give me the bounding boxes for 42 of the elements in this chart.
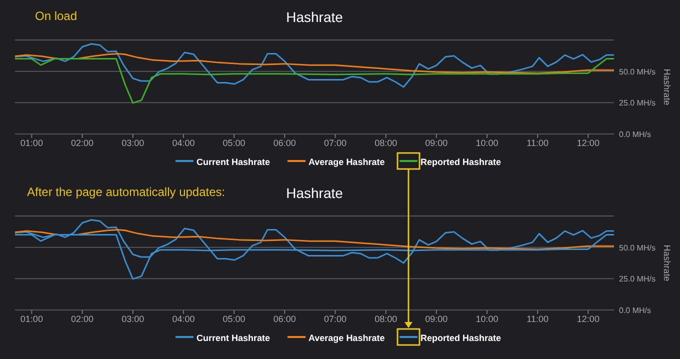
x-tick-label: 09:00	[425, 138, 448, 148]
chart-title: Hashrate	[286, 185, 344, 201]
x-tick-label: 01:00	[20, 138, 43, 148]
y-axis-title: Hashrate	[662, 68, 672, 106]
legend-label: Current Hashrate	[196, 333, 270, 343]
x-tick-label: 02:00	[71, 138, 94, 148]
x-tick-label: 07:00	[324, 138, 347, 148]
x-tick-label: 01:00	[20, 314, 43, 324]
y-tick-label: 0.0 MH/s	[619, 306, 652, 315]
x-tick-label: 09:00	[425, 314, 448, 324]
x-tick-label: 04:00	[172, 314, 195, 324]
y-tick-label: 0.0 MH/s	[619, 130, 652, 139]
x-tick-label: 10:00	[476, 314, 498, 324]
x-tick-label: 07:00	[324, 314, 347, 324]
text: After the page automatically updates:	[27, 185, 226, 199]
x-tick-label: 10:00	[476, 138, 498, 148]
y-tick-label: 25.0 MH/s	[619, 274, 656, 284]
x-tick-label: 05:00	[222, 138, 246, 148]
text: On load	[35, 9, 78, 23]
x-tick-label: 02:00	[71, 314, 94, 324]
x-tick-label: 12:00	[576, 138, 600, 148]
legend-label: Reported Hashrate	[420, 333, 502, 343]
x-tick-label: 08:00	[374, 314, 398, 324]
x-tick-label: 12:00	[576, 314, 600, 324]
legend-label: Average Hashrate	[308, 157, 385, 167]
legend-label: Current Hashrate	[196, 157, 270, 167]
y-tick-label: 50.0 MH/s	[619, 243, 656, 252]
x-tick-label: 11:00	[526, 138, 549, 148]
x-tick-label: 03:00	[122, 314, 144, 324]
x-tick-label: 08:00	[374, 138, 398, 148]
x-tick-label: 06:00	[273, 314, 296, 324]
chart-title: Hashrate	[286, 9, 344, 25]
x-tick-label: 06:00	[273, 138, 296, 148]
x-tick-label: 05:00	[222, 314, 246, 324]
x-tick-label: 04:00	[172, 138, 195, 148]
legend-label: Reported Hashrate	[420, 157, 502, 167]
y-tick-label: 25.0 MH/s	[619, 98, 656, 108]
y-tick-label: 50.0 MH/s	[619, 67, 656, 76]
x-tick-label: 03:00	[122, 138, 144, 148]
x-tick-label: 11:00	[526, 314, 549, 324]
y-axis-title: Hashrate	[662, 244, 672, 282]
legend-label: Average Hashrate	[308, 333, 385, 343]
